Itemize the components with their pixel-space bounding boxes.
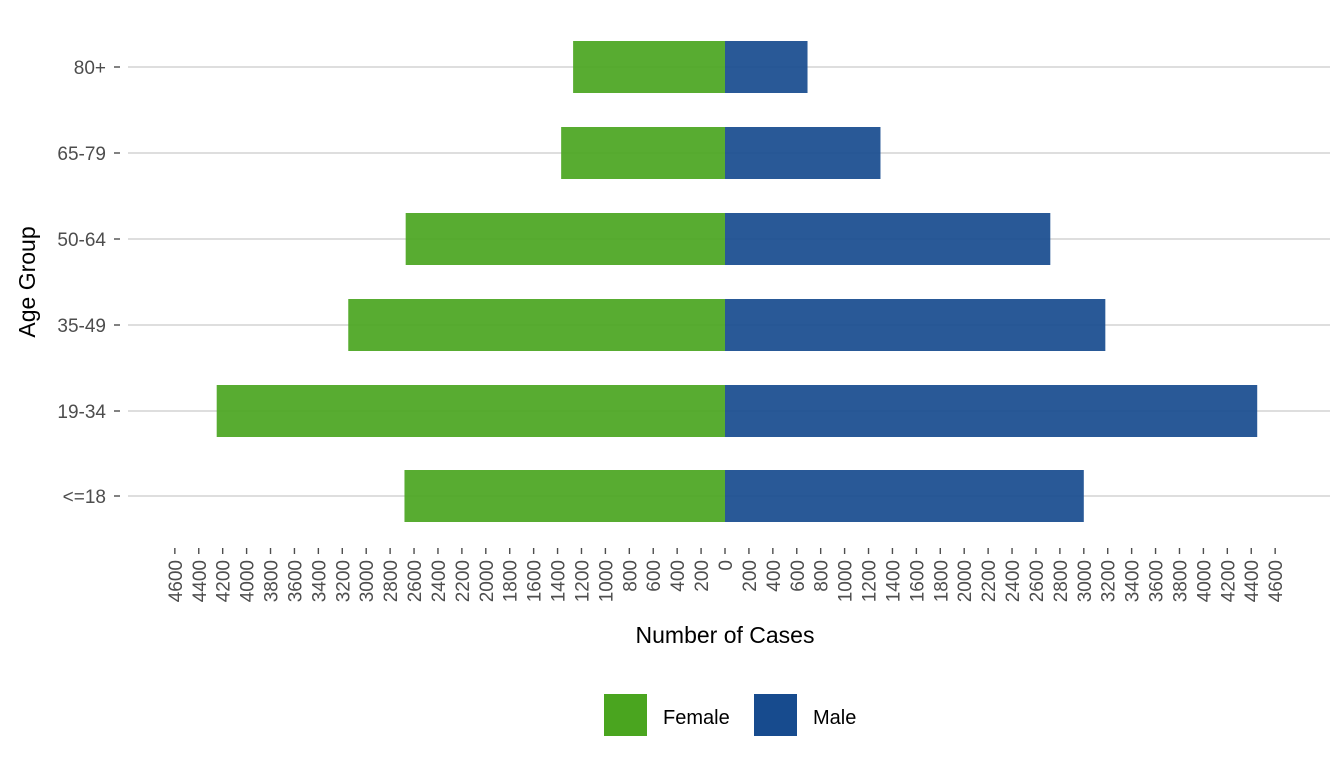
x-tick-label: 4000 <box>238 560 259 602</box>
bar-male-80+ <box>725 41 808 93</box>
y-tick-label: 80+ <box>74 58 106 79</box>
x-tick-label: 4600 <box>1266 560 1287 602</box>
y-axis: <=18 19-34 35-49 50-64 65-79 80+ <box>57 58 120 508</box>
x-tick-label: 600 <box>644 560 665 592</box>
x-tick-label: 1200 <box>572 560 593 602</box>
y-tick-label: 65-79 <box>57 144 106 165</box>
x-tick-label: 2400 <box>429 560 450 602</box>
x-tick-label: 800 <box>620 560 641 592</box>
bar-female-80+ <box>573 41 725 93</box>
legend-swatch-male <box>754 694 797 736</box>
x-tick-label: 2400 <box>1003 560 1024 602</box>
x-tick-label: 3800 <box>1170 560 1191 602</box>
legend-swatch-female <box>604 694 647 736</box>
bar-female-50-64 <box>405 213 725 265</box>
x-tick-label: 4400 <box>1242 560 1263 602</box>
x-tick-label: 4400 <box>190 560 211 602</box>
y-tick-label: 35-49 <box>57 316 106 337</box>
legend-label-male: Male <box>813 707 856 729</box>
bar-female-<=18 <box>404 470 725 522</box>
x-tick-label: 1000 <box>836 560 857 602</box>
x-tick-label: 4200 <box>214 560 235 602</box>
x-tick-label: 600 <box>788 560 809 592</box>
x-tick-label: 2800 <box>1051 560 1072 602</box>
bar-male-<=18 <box>725 470 1084 522</box>
x-tick-label: 3600 <box>285 560 306 602</box>
bar-male-35-49 <box>725 299 1106 351</box>
x-tick-label: 400 <box>668 560 689 592</box>
x-tick-label: 2200 <box>453 560 474 602</box>
x-tick-label: 1000 <box>596 560 617 602</box>
x-tick-label: 3400 <box>1123 560 1144 602</box>
bar-female-65-79 <box>561 127 725 179</box>
x-tick-label: 3400 <box>309 560 330 602</box>
x-tick-label: 1600 <box>907 560 928 602</box>
bar-female-19-34 <box>216 385 725 437</box>
x-tick-label: 4200 <box>1218 560 1239 602</box>
x-tick-label: 3200 <box>1099 560 1120 602</box>
x-tick-label: 800 <box>812 560 833 592</box>
x-tick-label: 3000 <box>1075 560 1096 602</box>
legend-label-female: Female <box>663 707 730 729</box>
x-tick-label: 1800 <box>931 560 952 602</box>
bar-male-50-64 <box>725 213 1051 265</box>
x-tick-label: 2800 <box>381 560 402 602</box>
x-tick-label: 2200 <box>979 560 1000 602</box>
x-tick-label: 2000 <box>477 560 498 602</box>
x-tick-label: 4000 <box>1194 560 1215 602</box>
y-tick-label: 19-34 <box>57 402 106 423</box>
x-tick-label: 200 <box>740 560 761 592</box>
x-tick-label: 200 <box>692 560 713 592</box>
bar-male-19-34 <box>725 385 1258 437</box>
x-tick-label: 1200 <box>860 560 881 602</box>
x-tick-label: 2600 <box>1027 560 1048 602</box>
y-tick-label: 50-64 <box>57 230 106 251</box>
x-tick-label: 1400 <box>883 560 904 602</box>
x-tick-label: 3600 <box>1147 560 1168 602</box>
legend: Female Male <box>604 694 856 736</box>
x-tick-label: 1800 <box>501 560 522 602</box>
x-tick-label: 1400 <box>549 560 570 602</box>
y-tick-label: <=18 <box>63 487 106 508</box>
x-tick-label: 4600 <box>166 560 187 602</box>
x-axis-title: Number of Cases <box>636 622 815 648</box>
x-tick-label: 2600 <box>405 560 426 602</box>
x-tick-label: 1600 <box>525 560 546 602</box>
bar-female-35-49 <box>348 299 725 351</box>
bar-male-65-79 <box>725 127 881 179</box>
bars <box>216 41 1258 522</box>
x-tick-label: 3000 <box>357 560 378 602</box>
x-axis: 4600 4400 4200 4000 3800 3600 3400 3200 3000 2800… <box>166 548 1287 602</box>
x-tick-label: 3800 <box>262 560 283 602</box>
x-tick-label: 400 <box>764 560 785 592</box>
x-tick-label: 2000 <box>955 560 976 602</box>
y-axis-title: Age Group <box>14 226 40 337</box>
x-tick-label: 0 <box>716 560 737 571</box>
x-tick-label: 3200 <box>333 560 354 602</box>
